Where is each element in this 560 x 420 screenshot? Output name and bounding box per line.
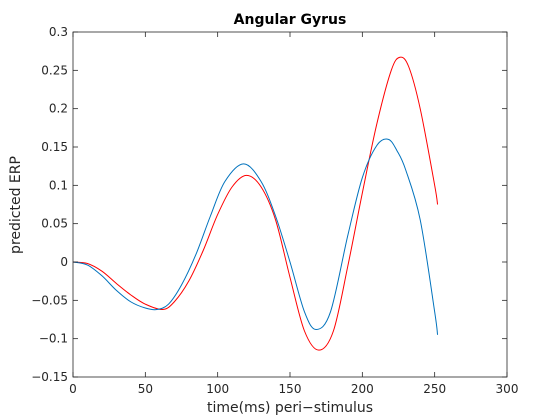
x-tick-label: 250 <box>423 382 446 396</box>
x-tick-label: 300 <box>496 382 519 396</box>
series-line-1 <box>72 138 439 335</box>
y-tick-label: 0.05 <box>41 217 68 231</box>
y-tick-label: −0.15 <box>31 370 68 384</box>
y-tick-label: −0.1 <box>39 332 68 346</box>
y-tick-label: 0.1 <box>49 178 68 192</box>
x-tick-label: 150 <box>279 382 302 396</box>
plot-area <box>73 32 507 377</box>
y-tick-label: 0 <box>60 255 68 269</box>
x-tick-label: 200 <box>351 382 374 396</box>
x-tick-label: 0 <box>69 382 77 396</box>
tick-layer: 0 50 100 150 200 250 300 −0.15 −0.1 −0.05 0 0.05 0.1… <box>31 25 518 396</box>
series-line-0 <box>72 56 439 351</box>
y-tick-label: −0.05 <box>31 293 68 307</box>
y-tick-label: 0.3 <box>49 25 68 39</box>
y-tick-label: 0.2 <box>49 102 68 116</box>
y-tick-label: 0.15 <box>41 140 68 154</box>
y-axis-label: predicted ERP <box>8 156 24 254</box>
x-tick-label: 100 <box>206 382 229 396</box>
chart-title: Angular Gyrus <box>234 12 347 28</box>
x-axis-label: time(ms) peri−stimulus <box>207 400 373 416</box>
x-tick-label: 50 <box>138 382 153 396</box>
y-tick-label: 0.25 <box>41 63 68 77</box>
series-layer <box>72 56 439 351</box>
